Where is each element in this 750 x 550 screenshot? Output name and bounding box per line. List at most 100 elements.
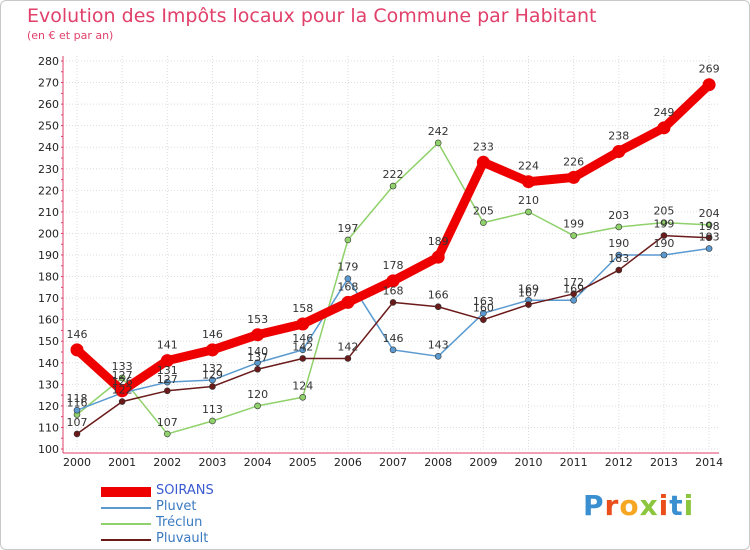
data-label-pluvet: 146 — [383, 332, 404, 345]
data-label-soirans: 141 — [157, 339, 178, 352]
data-point-soirans — [567, 170, 581, 184]
data-label-pluvault: 198 — [699, 220, 720, 233]
data-label-pluvet: 190 — [653, 237, 674, 250]
data-label-soirans: 146 — [67, 328, 88, 341]
data-label-tr-clun: 222 — [383, 168, 404, 181]
logo-letter: t — [669, 489, 684, 522]
data-point-pluvault — [660, 232, 668, 239]
data-label-soirans: 238 — [608, 130, 629, 143]
data-label-soirans: 226 — [563, 155, 584, 168]
data-point-tr-clun — [209, 417, 216, 425]
data-label-pluvault: 127 — [157, 373, 178, 386]
data-point-soirans — [296, 317, 310, 331]
data-label-tr-clun: 205 — [653, 205, 674, 218]
data-label-soirans: 189 — [428, 235, 449, 248]
legend-item-pluvet: Pluvet — [101, 499, 321, 516]
data-point-soirans — [386, 274, 400, 288]
data-label-pluvet: 190 — [608, 237, 629, 250]
data-point-pluvet — [299, 346, 307, 354]
data-label-tr-clun: 197 — [337, 222, 358, 235]
data-point-pluvet — [480, 309, 487, 317]
y-tick-label: 270 — [38, 77, 59, 90]
data-label-tr-clun: 133 — [112, 360, 133, 373]
data-point-pluvet — [344, 275, 352, 283]
data-point-soirans — [657, 121, 671, 135]
data-label-soirans: 233 — [473, 140, 494, 153]
data-point-tr-clun — [344, 236, 352, 244]
logo-letter: r — [604, 489, 620, 522]
data-point-pluvet — [73, 406, 81, 414]
data-label-tr-clun: 120 — [247, 388, 268, 401]
data-label-pluvault: 122 — [112, 384, 133, 397]
y-tick-label: 130 — [38, 378, 59, 391]
data-label-soirans: 249 — [653, 106, 674, 119]
y-tick-label: 230 — [38, 163, 59, 176]
data-label-pluvault: 183 — [608, 252, 629, 265]
y-tick-label: 170 — [38, 292, 59, 305]
x-tick-label: 2014 — [695, 456, 723, 469]
data-point-tr-clun — [164, 430, 171, 438]
logo-letter: o — [619, 489, 640, 522]
data-point-soirans — [702, 78, 716, 92]
data-label-tr-clun: 116 — [67, 397, 88, 410]
logo-letter: i — [683, 489, 695, 522]
x-tick-label: 2007 — [379, 456, 407, 469]
y-tick-label: 280 — [38, 55, 59, 68]
data-label-soirans: 146 — [202, 328, 223, 341]
legend-swatch — [101, 539, 151, 541]
logo-letter: P — [583, 489, 605, 522]
data-label-soirans: 158 — [292, 302, 313, 315]
data-label-tr-clun: 210 — [518, 194, 539, 207]
y-tick-label: 140 — [38, 357, 59, 370]
data-label-soirans: 168 — [337, 280, 358, 293]
data-point-tr-clun — [434, 139, 442, 147]
data-label-soirans: 127 — [112, 369, 133, 382]
data-point-soirans — [612, 145, 626, 159]
data-label-pluvet: 131 — [157, 364, 178, 377]
y-tick-label: 190 — [38, 249, 59, 262]
data-label-pluvault: 172 — [563, 276, 584, 289]
data-point-tr-clun — [118, 374, 126, 382]
data-point-pluvet — [389, 346, 397, 354]
y-tick-label: 220 — [38, 184, 59, 197]
data-label-pluvet: 179 — [337, 261, 358, 274]
data-label-pluvet: 143 — [428, 338, 449, 351]
data-point-soirans — [476, 155, 490, 169]
data-point-tr-clun — [615, 223, 623, 231]
x-tick-label: 2011 — [560, 456, 588, 469]
y-tick-label: 240 — [38, 141, 59, 154]
data-point-pluvault — [615, 266, 623, 274]
data-point-soirans — [431, 250, 445, 264]
data-point-tr-clun — [705, 221, 713, 229]
data-point-pluvault — [434, 303, 442, 311]
legend-label: SOIRANS — [156, 483, 214, 498]
x-tick-label: 2001 — [108, 456, 136, 469]
data-label-pluvault: 168 — [383, 284, 404, 297]
data-point-soirans — [251, 328, 265, 342]
logo-letter: x — [639, 489, 659, 522]
data-point-pluvet — [434, 353, 442, 360]
legend-item-pluvault: Pluvault — [101, 531, 321, 548]
data-point-soirans — [160, 354, 174, 368]
data-label-pluvault: 199 — [653, 218, 674, 231]
data-label-tr-clun: 113 — [202, 403, 223, 416]
data-label-pluvet: 163 — [473, 295, 494, 308]
data-point-pluvault — [73, 430, 81, 438]
data-label-pluvet: 193 — [699, 231, 720, 244]
data-label-tr-clun: 242 — [428, 125, 449, 138]
data-point-soirans — [115, 384, 129, 398]
legend-label: Tréclun — [156, 515, 203, 530]
data-point-tr-clun — [660, 219, 668, 226]
y-tick-label: 100 — [38, 443, 59, 456]
data-label-pluvet: 169 — [563, 282, 584, 295]
data-label-soirans: 178 — [383, 259, 404, 272]
data-point-pluvault — [570, 290, 577, 298]
y-tick-label: 250 — [38, 120, 59, 133]
x-tick-label: 2002 — [153, 456, 181, 469]
x-tick-label: 2012 — [605, 456, 633, 469]
data-point-pluvet — [705, 245, 713, 252]
legend-item-treclun: Tréclun — [101, 515, 321, 532]
x-tick-label: 2005 — [289, 456, 317, 469]
data-label-tr-clun: 203 — [608, 209, 629, 222]
